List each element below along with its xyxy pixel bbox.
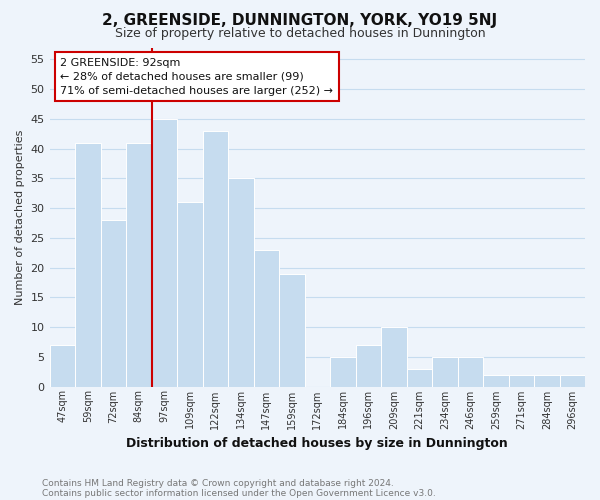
Bar	[483, 374, 509, 386]
Bar	[203, 131, 228, 386]
Bar	[177, 202, 203, 386]
Y-axis label: Number of detached properties: Number of detached properties	[15, 130, 25, 304]
Bar	[152, 119, 177, 386]
Bar	[330, 357, 356, 386]
Bar	[534, 374, 560, 386]
Bar	[509, 374, 534, 386]
Bar	[228, 178, 254, 386]
Bar	[458, 357, 483, 386]
Bar	[279, 274, 305, 386]
Bar	[560, 374, 585, 386]
Text: Size of property relative to detached houses in Dunnington: Size of property relative to detached ho…	[115, 28, 485, 40]
Bar	[407, 368, 432, 386]
Bar	[101, 220, 126, 386]
Text: Contains HM Land Registry data © Crown copyright and database right 2024.: Contains HM Land Registry data © Crown c…	[42, 478, 394, 488]
Bar	[356, 345, 381, 387]
Bar	[75, 142, 101, 386]
Text: 2, GREENSIDE, DUNNINGTON, YORK, YO19 5NJ: 2, GREENSIDE, DUNNINGTON, YORK, YO19 5NJ	[103, 12, 497, 28]
Bar	[126, 142, 152, 386]
X-axis label: Distribution of detached houses by size in Dunnington: Distribution of detached houses by size …	[127, 437, 508, 450]
Text: 2 GREENSIDE: 92sqm
← 28% of detached houses are smaller (99)
71% of semi-detache: 2 GREENSIDE: 92sqm ← 28% of detached hou…	[60, 58, 333, 96]
Text: Contains public sector information licensed under the Open Government Licence v3: Contains public sector information licen…	[42, 488, 436, 498]
Bar	[381, 327, 407, 386]
Bar	[432, 357, 458, 386]
Bar	[254, 250, 279, 386]
Bar	[50, 345, 75, 387]
